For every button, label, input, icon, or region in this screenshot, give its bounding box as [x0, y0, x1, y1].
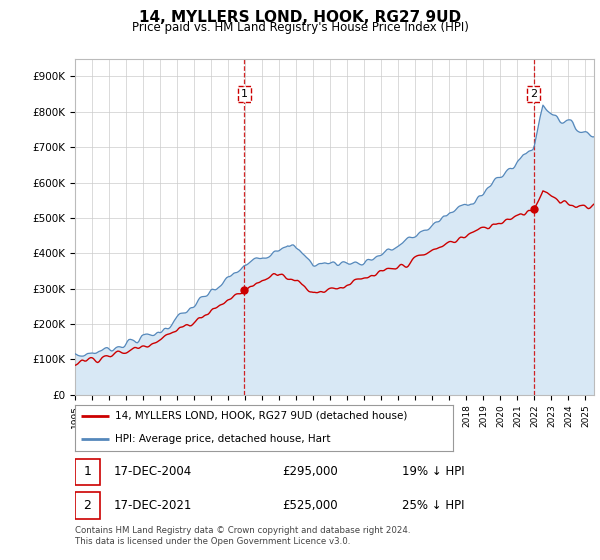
- Text: 17-DEC-2021: 17-DEC-2021: [114, 499, 193, 512]
- Text: 1: 1: [241, 89, 248, 99]
- Text: 19% ↓ HPI: 19% ↓ HPI: [402, 465, 464, 478]
- FancyBboxPatch shape: [75, 492, 100, 519]
- Text: 1: 1: [83, 465, 91, 478]
- Text: £525,000: £525,000: [283, 499, 338, 512]
- Text: 14, MYLLERS LOND, HOOK, RG27 9UD (detached house): 14, MYLLERS LOND, HOOK, RG27 9UD (detach…: [115, 411, 407, 421]
- Text: Contains HM Land Registry data © Crown copyright and database right 2024.
This d: Contains HM Land Registry data © Crown c…: [75, 526, 410, 546]
- Text: 14, MYLLERS LOND, HOOK, RG27 9UD: 14, MYLLERS LOND, HOOK, RG27 9UD: [139, 10, 461, 25]
- Text: £295,000: £295,000: [283, 465, 338, 478]
- Text: 17-DEC-2004: 17-DEC-2004: [114, 465, 192, 478]
- Text: HPI: Average price, detached house, Hart: HPI: Average price, detached house, Hart: [115, 434, 330, 444]
- Text: 25% ↓ HPI: 25% ↓ HPI: [402, 499, 464, 512]
- FancyBboxPatch shape: [75, 459, 100, 485]
- Text: 2: 2: [83, 499, 91, 512]
- Text: 2: 2: [530, 89, 537, 99]
- Text: Price paid vs. HM Land Registry's House Price Index (HPI): Price paid vs. HM Land Registry's House …: [131, 21, 469, 34]
